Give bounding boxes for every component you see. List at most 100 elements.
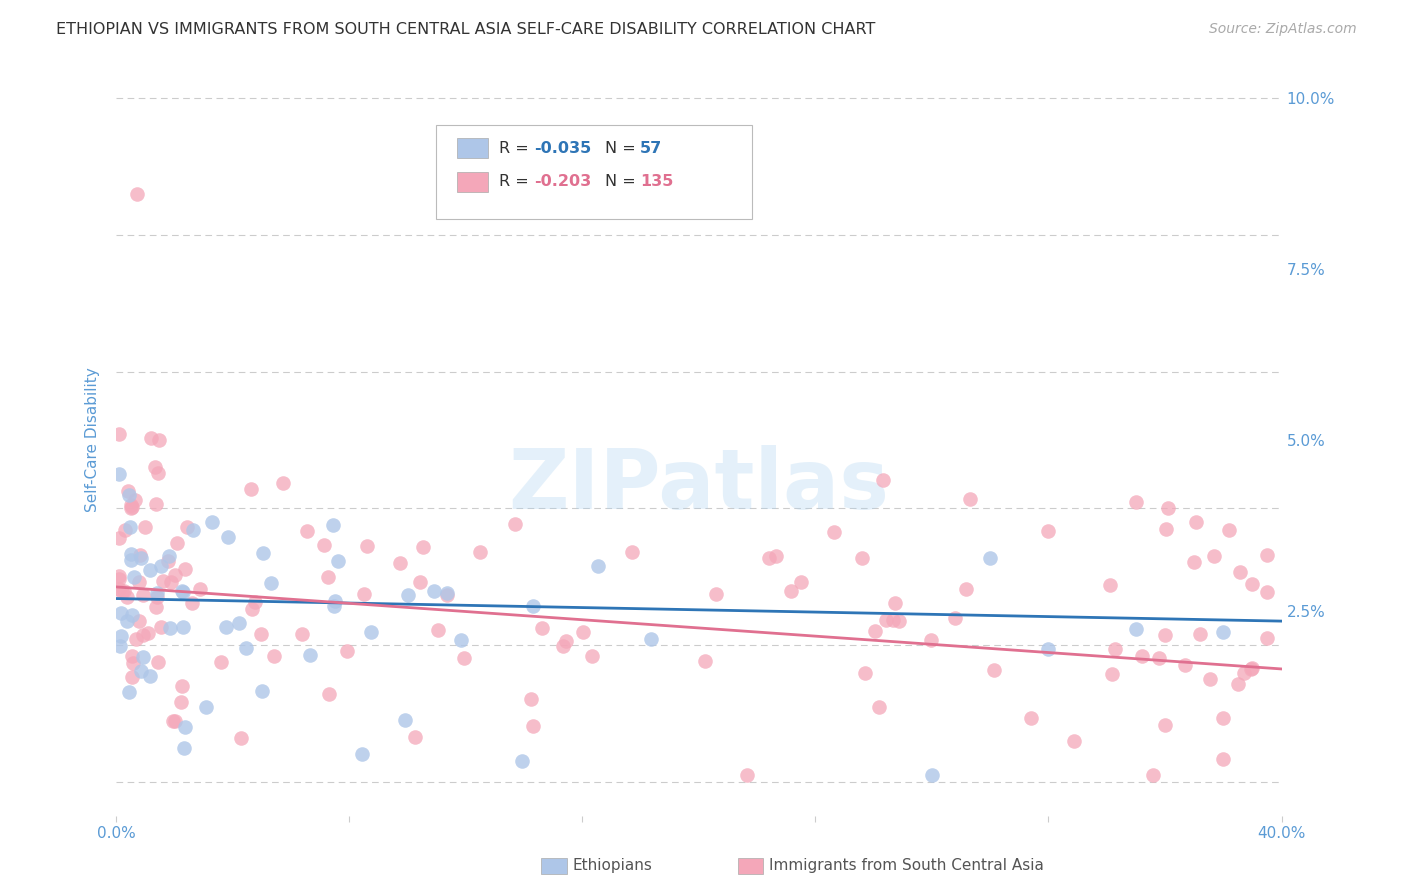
Point <box>229 731 252 745</box>
Point <box>1256 632 1278 646</box>
Point <box>173 740 195 755</box>
Point <box>146 590 169 604</box>
Point <box>173 562 195 576</box>
Point <box>146 655 169 669</box>
Point <box>108 467 131 482</box>
Point <box>149 620 172 634</box>
Point <box>423 584 446 599</box>
Point <box>503 516 526 531</box>
Point <box>1063 734 1085 748</box>
Point <box>1198 672 1220 686</box>
Point <box>581 649 603 664</box>
Point <box>1212 751 1234 765</box>
Point <box>1157 501 1180 516</box>
Point <box>943 611 966 625</box>
Point <box>851 551 873 566</box>
Point <box>868 700 890 714</box>
Point <box>128 614 150 628</box>
Point <box>1104 641 1126 656</box>
Point <box>250 684 273 698</box>
Point <box>117 488 139 502</box>
Point <box>139 564 162 578</box>
Text: R =: R = <box>499 175 534 189</box>
Point <box>115 614 138 628</box>
Point <box>120 548 142 562</box>
Point <box>145 460 167 475</box>
Point <box>693 654 716 668</box>
Point <box>120 553 142 567</box>
Point <box>121 607 143 622</box>
Point <box>108 573 131 587</box>
Point <box>136 626 159 640</box>
Point <box>299 648 322 662</box>
Point <box>875 613 897 627</box>
Point <box>188 582 211 596</box>
Point <box>117 684 139 698</box>
Point <box>921 768 943 782</box>
Point <box>450 632 472 647</box>
Point <box>1256 585 1278 599</box>
Point <box>121 649 143 664</box>
Point <box>765 549 787 563</box>
Point <box>170 695 193 709</box>
Point <box>1226 677 1249 691</box>
Point <box>170 584 193 599</box>
Point <box>1212 625 1234 640</box>
Point <box>1182 555 1205 569</box>
Point <box>823 524 845 539</box>
Point <box>131 588 153 602</box>
Point <box>108 639 131 653</box>
Point <box>141 431 163 445</box>
Point <box>350 747 373 761</box>
Point <box>1021 711 1043 725</box>
Point <box>1241 577 1264 591</box>
Point <box>172 585 194 599</box>
Point <box>174 720 197 734</box>
Point <box>122 657 145 671</box>
Point <box>326 554 349 568</box>
Point <box>146 586 169 600</box>
Text: N =: N = <box>605 141 641 155</box>
Point <box>149 559 172 574</box>
Point <box>436 588 458 602</box>
Point <box>353 587 375 601</box>
Point <box>134 519 156 533</box>
Point <box>120 498 142 512</box>
Text: N =: N = <box>605 175 641 189</box>
Point <box>124 492 146 507</box>
Point <box>110 629 132 643</box>
Point <box>209 655 232 669</box>
Point <box>131 649 153 664</box>
Point <box>145 600 167 615</box>
Point <box>588 558 610 573</box>
Point <box>145 497 167 511</box>
Point <box>1233 665 1256 680</box>
Point <box>356 539 378 553</box>
Point <box>157 554 180 568</box>
Point <box>983 663 1005 677</box>
Point <box>172 620 194 634</box>
Point <box>1125 622 1147 636</box>
Point <box>1154 522 1177 536</box>
Point <box>172 679 194 693</box>
Point <box>318 687 340 701</box>
Point <box>228 615 250 630</box>
Point <box>146 466 169 480</box>
Point <box>163 567 186 582</box>
Point <box>215 620 238 634</box>
Point <box>853 666 876 681</box>
Point <box>314 538 336 552</box>
Point <box>412 541 434 555</box>
Point <box>121 669 143 683</box>
Point <box>1185 515 1208 529</box>
Text: Immigrants from South Central Asia: Immigrants from South Central Asia <box>769 858 1045 872</box>
Point <box>131 550 153 565</box>
Point <box>240 602 263 616</box>
Point <box>148 433 170 447</box>
Point <box>323 599 346 613</box>
Point <box>108 569 131 583</box>
Point <box>394 713 416 727</box>
Point <box>263 648 285 663</box>
Point <box>1256 549 1278 563</box>
Point <box>131 665 153 679</box>
